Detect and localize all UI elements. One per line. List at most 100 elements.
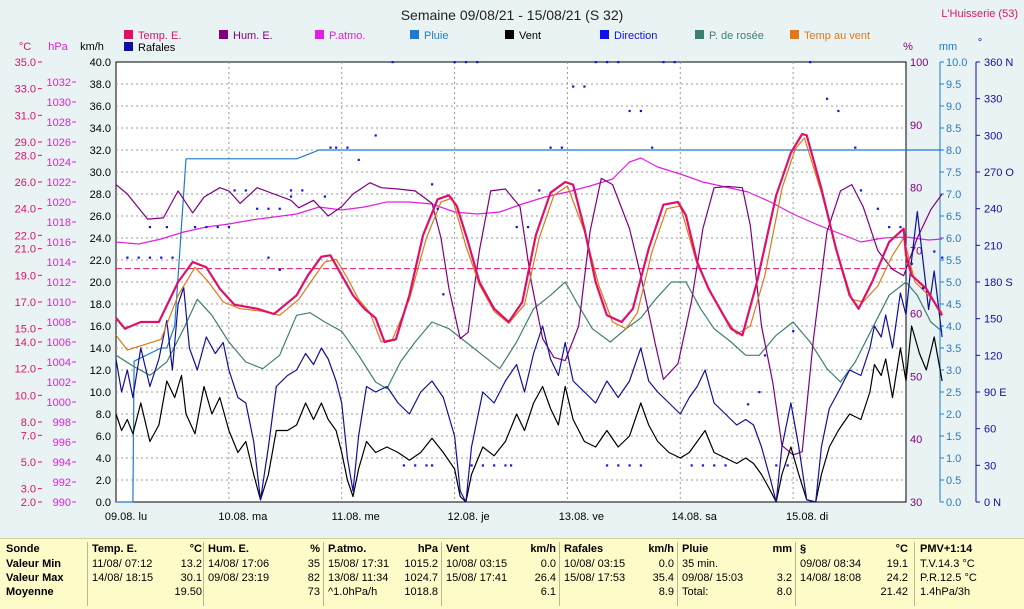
direction-point [470,464,473,467]
legend-swatch-rafales [124,42,133,51]
tick-celsius: 35.0 [15,57,36,69]
tick-hpa: 994 [53,457,71,469]
axis-unit-kmh: km/h [80,41,104,53]
direction-point [476,61,479,64]
direction-point [227,226,231,229]
tick-kmh: 24.0 [90,233,111,245]
direction-point [289,189,293,192]
direction-point [267,207,270,210]
axis-unit-celsius: °C [19,41,31,53]
direction-point [673,61,676,64]
tick-pct: 80 [910,183,922,195]
tick-kmh: 4.0 [96,453,111,465]
axis-unit-mm: mm [939,41,957,53]
direction-point [763,354,767,357]
tick-hpa: 992 [53,477,71,489]
stats-min-value: 13.2 [180,558,202,570]
tick-mm: 6.0 [946,233,961,245]
stats-min-time: 15/08/ 17:31 [328,558,390,570]
tick-hpa: 1018 [47,217,71,229]
direction-point [205,226,208,229]
stats-col: Hum. E.% 14/08/ 17:06 35 09/08/ 23:19 82 73 [208,543,320,600]
stats-min-value: 19.1 [886,558,908,570]
stats-avg-value: 8.9 [658,586,674,598]
tick-kmh: 38.0 [90,79,111,91]
stats-min-time: 14/08/ 17:06 [208,558,270,570]
stats-col-unit: °C [895,543,908,555]
series-line-rafales [115,211,943,503]
axis-unit-pct: % [903,41,913,53]
stats-col-name: P.atmo. [328,543,367,555]
tick-pct: 60 [910,308,922,320]
legend-swatch-direction [600,30,609,39]
chart-title: Semaine 09/08/21 - 15/08/21 (S 32) [401,7,624,23]
direction-point [464,61,468,64]
legend-swatch-rosee [695,30,704,39]
tick-pct: 90 [910,120,922,132]
tick-celsius: 28.0 [15,150,36,162]
stats-avg-value: 19.50 [174,586,202,598]
tick-mm: 1.0 [946,453,961,465]
tick-x: 10.08. ma [218,511,268,523]
tick-kmh: 26.0 [90,211,111,223]
tick-celsius: 19.0 [15,270,36,282]
direction-point [941,256,944,259]
direction-point [402,464,405,467]
direction-point [526,226,530,229]
stats-col: Vent km/h 10/08/ 03:15 0.0 15/08/ 17:41 26.4 6… [446,543,556,600]
tick-celsius: 14.0 [15,337,36,349]
tick-hpa: 1008 [47,317,71,329]
stats-col-name: Hum. E. [208,543,249,555]
stats-separator [441,542,442,606]
direction-point [436,207,439,210]
legend-swatch-vent [505,30,514,39]
direction-point [639,109,642,113]
stats-max-time: 15/08/ 17:53 [564,572,626,584]
stats-col: § °C 09/08/ 08:34 19.1 14/08/ 18:08 24.2 21.42 [800,543,908,600]
tick-hpa: 1012 [47,277,71,289]
stats-col-name: Pluie [682,543,709,555]
stats-separator [203,542,204,606]
tick-celsius: 21.0 [15,244,36,256]
tick-kmh: 40.0 [90,57,111,69]
direction-point [329,146,332,149]
tick-x: 11.08. me [332,511,380,523]
tick-celsius: 10.0 [15,390,36,402]
stats-pmv: PMV+1:14 T.V.14.3 °C P.R.12.5 °C 1.4hPa/… [920,543,1020,600]
stats-separator [87,542,88,606]
direction-point [628,464,631,467]
tick-celsius: 5.0 [21,457,36,469]
direction-point [792,329,795,333]
direction-point [165,226,168,229]
chart-canvas: Semaine 09/08/21 - 15/08/21 (S 32) L'Huis… [15,7,1018,523]
tick-kmh: 18.0 [90,299,111,311]
axis-unit-deg: ° [978,37,982,49]
direction-point [301,189,304,192]
stats-max-time: 13/08/ 11:34 [328,572,389,584]
stats-max-label: Valeur Max [6,572,64,584]
stats-min-time: 10/08/ 03:15 [564,558,626,570]
stats-col-name: Rafales [564,543,604,555]
direction-point [431,464,434,467]
stats-min-value: 1015.2 [404,558,438,570]
direction-point [194,226,197,229]
tick-celsius: 33.0 [15,84,36,96]
stats-avg-value: 73 [307,586,320,598]
legend-label-patmo: P.atmo. [329,30,366,42]
stats-col-unit: km/h [530,543,556,555]
direction-point [431,183,434,186]
tick-celsius: 2.0 [21,497,36,509]
tick-hpa: 998 [53,417,71,429]
tick-hpa: 1000 [47,397,71,409]
stats-avg-time: ^1.0hPa/h [328,586,378,598]
legend-label-rosee: P. de rosée [709,30,764,42]
direction-point [515,226,518,229]
tick-mm: 0.0 [946,497,961,509]
legend-swatch-patmo [315,30,324,39]
direction-point [335,146,338,149]
direction-point [323,195,326,198]
tick-celsius: 15.0 [15,324,36,336]
tick-celsius: 7.0 [21,430,36,442]
stats-max-value: 26.4 [534,572,556,584]
direction-point [244,189,247,192]
